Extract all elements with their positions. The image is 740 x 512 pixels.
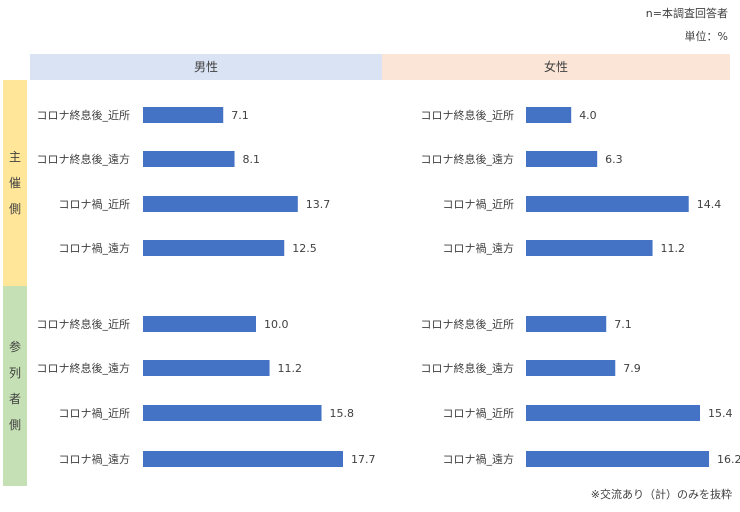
bar — [526, 316, 607, 332]
category-label: コロナ終息後_遠方 — [421, 361, 515, 375]
host-side-band: 主 催 側 — [3, 80, 27, 286]
bar — [143, 240, 285, 256]
value-label: 7.1 — [614, 318, 632, 331]
value-label: 15.4 — [708, 407, 733, 420]
category-label: コロナ終息後_近所 — [37, 317, 131, 331]
bar — [526, 196, 689, 212]
value-label: 16.2 — [717, 453, 740, 466]
bar — [526, 405, 701, 421]
category-label: コロナ禍_近所 — [59, 197, 131, 211]
participant-side-char-1: 参 — [8, 340, 21, 354]
value-label: 7.9 — [623, 362, 641, 375]
value-label: 13.7 — [306, 198, 331, 211]
host-side-char-2: 催 — [8, 176, 21, 190]
category-label: コロナ禍_遠方 — [59, 241, 131, 255]
bar — [143, 196, 298, 212]
bar — [143, 405, 322, 421]
value-label: 11.2 — [661, 242, 686, 255]
value-label: 10.0 — [264, 318, 289, 331]
bar — [143, 360, 270, 376]
category-label: コロナ禍_近所 — [443, 406, 515, 420]
bar — [526, 107, 572, 123]
bar — [526, 360, 616, 376]
host-side-char-3: 側 — [8, 202, 21, 216]
category-label: コロナ終息後_近所 — [421, 317, 515, 331]
category-label: コロナ終息後_遠方 — [37, 361, 131, 375]
participant-side-char-3: 者 — [8, 392, 21, 406]
value-label: 4.0 — [579, 109, 597, 122]
category-label: コロナ禍_近所 — [443, 197, 515, 211]
bar — [526, 240, 653, 256]
bar — [143, 316, 256, 332]
value-label: 15.8 — [330, 407, 355, 420]
bar — [143, 151, 235, 167]
male-column-header: 男性 — [30, 54, 382, 80]
category-label: コロナ禍_遠方 — [443, 241, 515, 255]
bar — [526, 151, 598, 167]
unit-note: 単位：% — [684, 30, 728, 43]
participant-side-char-4: 側 — [8, 418, 21, 432]
category-label: コロナ禍_遠方 — [59, 452, 131, 466]
category-label: コロナ終息後_近所 — [37, 108, 131, 122]
value-label: 14.4 — [697, 198, 722, 211]
category-label: コロナ禍_遠方 — [443, 452, 515, 466]
value-label: 12.5 — [292, 242, 317, 255]
host-side-char-1: 主 — [8, 150, 21, 164]
value-label: 11.2 — [278, 362, 303, 375]
category-label: コロナ終息後_近所 — [421, 108, 515, 122]
sample-size-note: n=本調査回答者 — [645, 7, 728, 20]
footnote: ※交流あり（計）のみを抜粋 — [590, 488, 732, 501]
participant-side-band: 参 列 者 側 — [3, 286, 27, 486]
bar — [526, 451, 710, 467]
category-label: コロナ禍_近所 — [59, 406, 131, 420]
bar — [143, 451, 343, 467]
bar — [143, 107, 224, 123]
value-label: 7.1 — [231, 109, 249, 122]
female-column-header: 女性 — [382, 54, 730, 80]
category-label: コロナ終息後_遠方 — [37, 152, 131, 166]
value-label: 17.7 — [351, 453, 376, 466]
category-label: コロナ終息後_遠方 — [421, 152, 515, 166]
participant-side-char-2: 列 — [8, 366, 21, 380]
value-label: 6.3 — [605, 153, 623, 166]
value-label: 8.1 — [243, 153, 261, 166]
